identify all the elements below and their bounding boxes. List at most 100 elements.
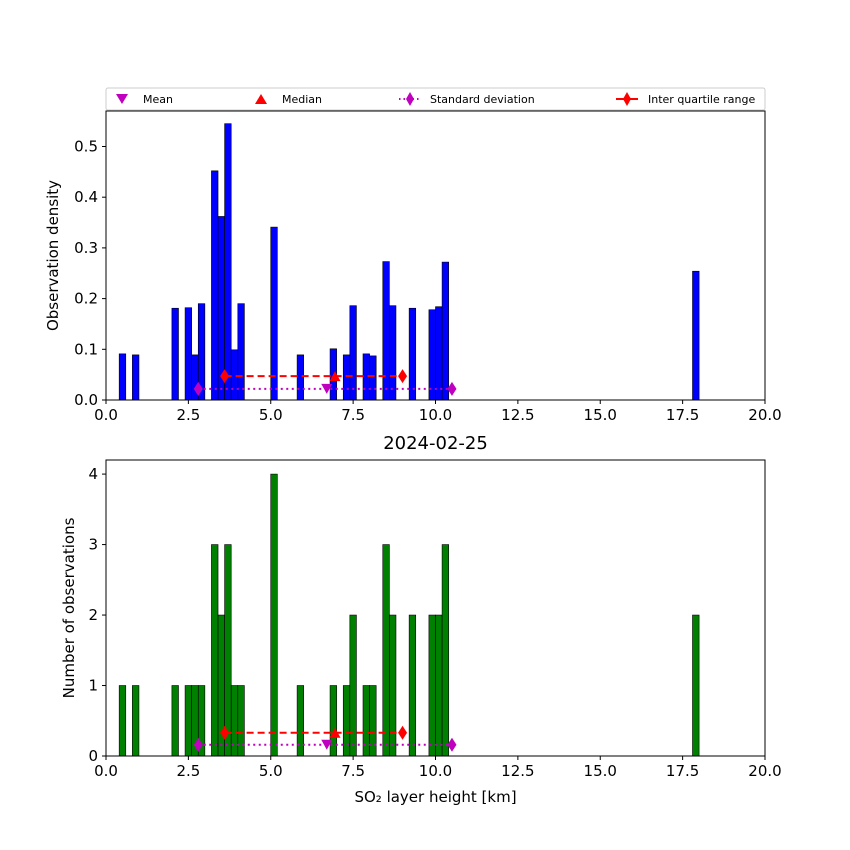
density-bar bbox=[441, 261, 449, 401]
count-std-marker bbox=[447, 737, 457, 752]
density-x-tick-label: 15.0 bbox=[584, 406, 617, 424]
density-bar bbox=[428, 309, 436, 401]
density-y-tick-label: 0.4 bbox=[74, 188, 98, 206]
density-y-tick-label: 0.3 bbox=[74, 239, 98, 257]
count-bar bbox=[270, 473, 278, 757]
density-x-tick-label: 0.0 bbox=[94, 406, 118, 424]
count-bar bbox=[118, 685, 127, 757]
density-bar bbox=[270, 226, 278, 401]
density-y-tick-label: 0.2 bbox=[74, 290, 98, 308]
legend-iqr-label: Inter quartile range bbox=[648, 93, 755, 106]
legend-std-marker bbox=[406, 92, 414, 106]
density-bar bbox=[211, 170, 219, 401]
count-x-tick-label: 7.5 bbox=[341, 762, 365, 780]
density-x-tick-label: 10.0 bbox=[419, 406, 452, 424]
legend-mean-marker bbox=[116, 94, 128, 104]
count-y-tick-label: 2 bbox=[88, 606, 98, 624]
density-std-marker bbox=[193, 381, 203, 396]
count-y-tick-label: 4 bbox=[88, 465, 98, 483]
count-mean-marker bbox=[321, 739, 333, 750]
count-bar bbox=[132, 685, 140, 757]
density-bar bbox=[296, 354, 304, 401]
density-x-tick-label: 5.0 bbox=[259, 406, 283, 424]
density-bar bbox=[692, 270, 700, 401]
density-x-tick-label: 20.0 bbox=[748, 406, 781, 424]
density-iqr-marker bbox=[398, 369, 408, 384]
density-std-marker bbox=[447, 381, 457, 396]
legend-median-label: Median bbox=[282, 93, 322, 106]
count-y-axis-label: Number of observations bbox=[60, 517, 78, 698]
count-bar bbox=[692, 614, 700, 757]
density-bar bbox=[184, 307, 192, 401]
density-bar bbox=[237, 303, 245, 401]
count-bar bbox=[224, 544, 232, 757]
density-bars bbox=[118, 123, 700, 401]
count-x-tick-label: 17.5 bbox=[666, 762, 699, 780]
count-bar bbox=[211, 544, 219, 757]
count-x-ticks: 0.0 2.5 5.0 7.5 10.0 12.5 15.0 17.5 20.0 bbox=[94, 756, 782, 780]
count-x-tick-label: 5.0 bbox=[259, 762, 283, 780]
count-bar bbox=[171, 685, 179, 757]
density-bar bbox=[171, 307, 179, 401]
count-bar bbox=[349, 614, 357, 757]
count-iqr-marker bbox=[398, 725, 408, 740]
density-y-axis-label: Observation density bbox=[44, 180, 62, 331]
density-y-tick-label: 0.0 bbox=[74, 391, 98, 409]
density-x-tick-label: 12.5 bbox=[501, 406, 534, 424]
count-iqr-marker bbox=[220, 725, 230, 740]
count-bar bbox=[428, 614, 436, 757]
count-bar bbox=[441, 544, 449, 757]
density-chart: 0.0 2.5 5.0 7.5 10.0 12.5 15.0 17.5 20.0 0.00.10… bbox=[44, 110, 782, 424]
density-x-tick-label: 7.5 bbox=[341, 406, 365, 424]
density-stats bbox=[193, 369, 457, 396]
density-x-ticks: 0.0 2.5 5.0 7.5 10.0 12.5 15.0 17.5 20.0 bbox=[94, 400, 782, 424]
legend-frame bbox=[105, 87, 766, 111]
legend-std-label: Standard deviation bbox=[430, 93, 535, 106]
density-bar bbox=[408, 307, 417, 401]
density-iqr-marker bbox=[220, 369, 230, 384]
count-x-tick-label: 10.0 bbox=[419, 762, 452, 780]
density-bar bbox=[342, 354, 351, 401]
count-bars bbox=[118, 473, 700, 757]
count-chart-title: 2024-02-25 bbox=[383, 433, 488, 454]
legend-iqr-marker bbox=[623, 92, 631, 106]
legend-median-marker bbox=[255, 94, 267, 104]
count-x-tick-label: 0.0 bbox=[94, 762, 118, 780]
count-x-axis-label: SO₂ layer height [km] bbox=[354, 788, 516, 806]
count-chart: 2024-02-25 0.0 2.5 5.0 7.5 10.0 12.5 15.0 17.5 2… bbox=[60, 433, 782, 806]
count-std-marker bbox=[193, 737, 203, 752]
count-bar bbox=[389, 614, 397, 757]
density-bar bbox=[224, 123, 232, 401]
count-bar bbox=[342, 685, 351, 757]
legend: Mean Median Standard deviation Inter qua… bbox=[105, 87, 766, 111]
legend-mean-label: Mean bbox=[143, 93, 173, 106]
density-mean-marker bbox=[321, 383, 333, 394]
count-y-tick-label: 3 bbox=[88, 536, 98, 554]
count-x-tick-label: 15.0 bbox=[584, 762, 617, 780]
density-median-marker bbox=[329, 371, 341, 382]
density-bar bbox=[230, 349, 239, 401]
count-stats bbox=[193, 725, 457, 752]
count-y-ticks: 0 1 2 3 4 bbox=[88, 465, 106, 765]
count-bar bbox=[408, 614, 417, 757]
count-y-tick-label: 0 bbox=[88, 747, 98, 765]
density-y-ticks: 0.0 0.1 0.2 0.3 0.4 0.5 bbox=[74, 137, 106, 409]
density-bar bbox=[389, 305, 397, 401]
density-bar bbox=[132, 354, 140, 401]
density-y-tick-label: 0.5 bbox=[74, 137, 98, 155]
count-bar bbox=[382, 544, 390, 757]
count-x-tick-label: 2.5 bbox=[176, 762, 200, 780]
density-bar bbox=[435, 306, 443, 401]
density-x-tick-label: 17.5 bbox=[666, 406, 699, 424]
density-bar bbox=[349, 305, 357, 401]
count-median-marker bbox=[329, 727, 341, 738]
count-y-tick-label: 1 bbox=[88, 677, 98, 695]
density-bar bbox=[118, 353, 127, 401]
count-x-tick-label: 20.0 bbox=[748, 762, 781, 780]
density-x-tick-label: 2.5 bbox=[176, 406, 200, 424]
density-y-tick-label: 0.1 bbox=[74, 340, 98, 358]
count-x-tick-label: 12.5 bbox=[501, 762, 534, 780]
density-bar bbox=[382, 261, 390, 401]
count-bar bbox=[184, 685, 192, 757]
